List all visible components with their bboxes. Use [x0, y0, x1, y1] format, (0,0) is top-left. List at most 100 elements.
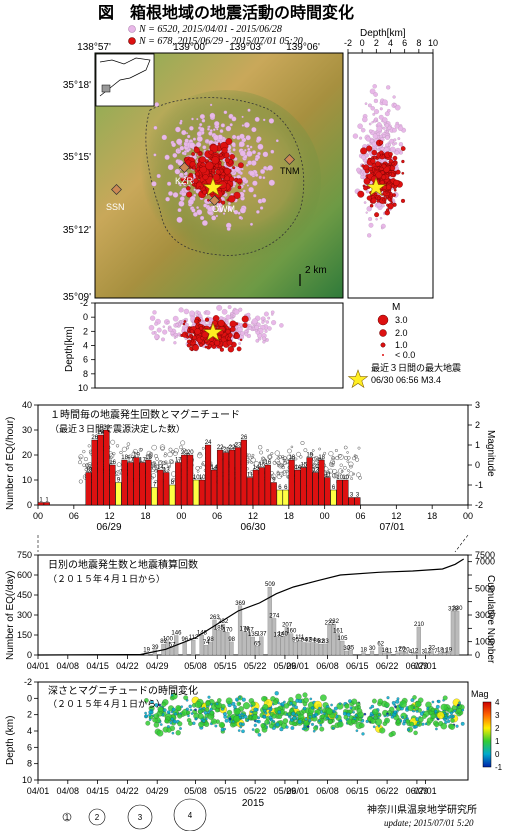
hourly-bar — [294, 469, 301, 506]
depth-time-point — [302, 706, 307, 711]
bottom-dot-pink — [175, 335, 178, 338]
side-dot-red — [400, 146, 406, 151]
depth-time-point — [319, 723, 323, 727]
depth-time-xtick-label: 04/01 — [27, 786, 50, 796]
side-dot-red — [376, 199, 380, 203]
mag-legend-dot-2 — [379, 329, 387, 337]
map-dot-pink — [178, 200, 185, 207]
depth-time-point — [254, 728, 260, 734]
bottom-dot-red — [199, 343, 203, 347]
lat-label-1: 35°15' — [63, 152, 91, 163]
map-dot-red — [199, 165, 207, 174]
bottom-dot-pink — [267, 326, 272, 331]
bottom-dot-pink — [270, 310, 275, 315]
daily-xtick-label: 04/01 — [27, 661, 50, 671]
depth-time-point — [220, 703, 226, 709]
daily-ytick-label: 150 — [17, 630, 32, 640]
side-dot-pink — [359, 136, 363, 140]
map-dot-pink — [179, 145, 185, 151]
depth-time-point — [449, 724, 456, 730]
map-dot-pink — [239, 133, 245, 140]
map-dot-red — [191, 152, 195, 156]
map-dot-pink — [167, 164, 174, 171]
side-dot-pink — [372, 133, 379, 139]
depth-time-point — [226, 709, 233, 716]
map-dot-pink — [181, 151, 185, 155]
hourly-ytick-label: 20 — [22, 450, 32, 460]
bottom-dot-red — [228, 332, 233, 338]
side-dot-red — [370, 158, 376, 164]
bottom-dot-red — [219, 347, 224, 352]
depth-time-point — [171, 707, 176, 712]
map-dot-pink — [267, 165, 274, 171]
map-dot-pink — [262, 176, 266, 180]
hourly-bar — [103, 429, 110, 506]
depth-time-point — [450, 718, 455, 723]
depth-time-point — [396, 709, 399, 713]
side-dot-red — [370, 197, 377, 204]
depth-time-point — [310, 706, 315, 710]
depth-time-point — [237, 729, 241, 732]
depth-time-point — [320, 694, 327, 702]
side-dot-red — [381, 163, 387, 169]
side-dot-pink — [376, 132, 380, 136]
hourly-date-1: 06/30 — [240, 522, 265, 533]
map-dot-pink — [156, 173, 161, 179]
side-dot-pink — [385, 135, 390, 140]
side-dot-pink — [397, 137, 401, 141]
depth-time-point — [171, 731, 175, 735]
side-dot-pink — [392, 127, 397, 133]
hourly-ylabel2: Magnitude — [485, 430, 496, 477]
depth-time-point — [369, 714, 373, 717]
depth-time-point — [188, 704, 192, 709]
depth-time-point — [189, 708, 193, 712]
bottom-dot-red — [204, 345, 208, 349]
side-dot-pink — [372, 84, 377, 89]
depth-time-point — [194, 701, 202, 708]
map-dot-pink — [232, 148, 236, 152]
map-dot-red — [213, 166, 216, 169]
depth-time-point — [412, 695, 417, 700]
map-dot-pink — [256, 210, 260, 214]
hourly-subtitle: （最近３日間で震源決定した数） — [50, 423, 185, 434]
side-dot-red — [388, 162, 392, 166]
hourly-ytick2-label: 3 — [475, 400, 480, 410]
map-dot-pink — [270, 149, 275, 154]
depth-time-point — [246, 718, 250, 722]
depth-time-point — [175, 705, 182, 711]
side-dot-pink — [365, 136, 371, 142]
depth-time-point — [326, 708, 333, 715]
side-dot-pink — [368, 217, 373, 222]
side-dot-red — [380, 153, 383, 157]
daily-bar-label: 146 — [171, 631, 182, 637]
daily-xtick-label: 06/15 — [346, 661, 369, 671]
depth-time-point — [223, 727, 227, 731]
map-dot-pink — [189, 142, 196, 149]
side-dot-red — [361, 164, 365, 168]
map-dot-red — [183, 181, 188, 185]
bottom-dot-red — [190, 335, 193, 338]
depth-time-point — [228, 717, 232, 721]
depth-time-point — [177, 713, 183, 719]
map-dot-pink — [186, 134, 191, 139]
map-frame — [94, 52, 344, 299]
depth-time-point — [253, 723, 257, 727]
hourly-bar-label: 13 — [163, 468, 170, 474]
depth-time-point — [170, 717, 174, 721]
side-dot-pink — [393, 103, 397, 107]
daily-ylabel: Number of EQ(/day) — [5, 571, 16, 660]
depth-time-point — [218, 721, 225, 728]
map-dot-pink — [181, 130, 187, 136]
lon-label-0: 138°57' — [77, 42, 111, 53]
depth-time-point — [331, 726, 335, 730]
map-dot-pink — [262, 118, 266, 122]
side-dot-red — [384, 201, 387, 204]
depth-time-point — [145, 720, 151, 726]
depth-bottom-ticks: -2 0 2 4 6 8 10 — [78, 298, 95, 393]
hourly-bar-label: 18 — [288, 455, 295, 461]
mag-legend-label-3: 3.0 — [395, 315, 408, 325]
colorbar-tick-label: 4 — [495, 698, 500, 707]
depth-time-point — [241, 722, 245, 727]
depth-time-point — [377, 698, 383, 705]
